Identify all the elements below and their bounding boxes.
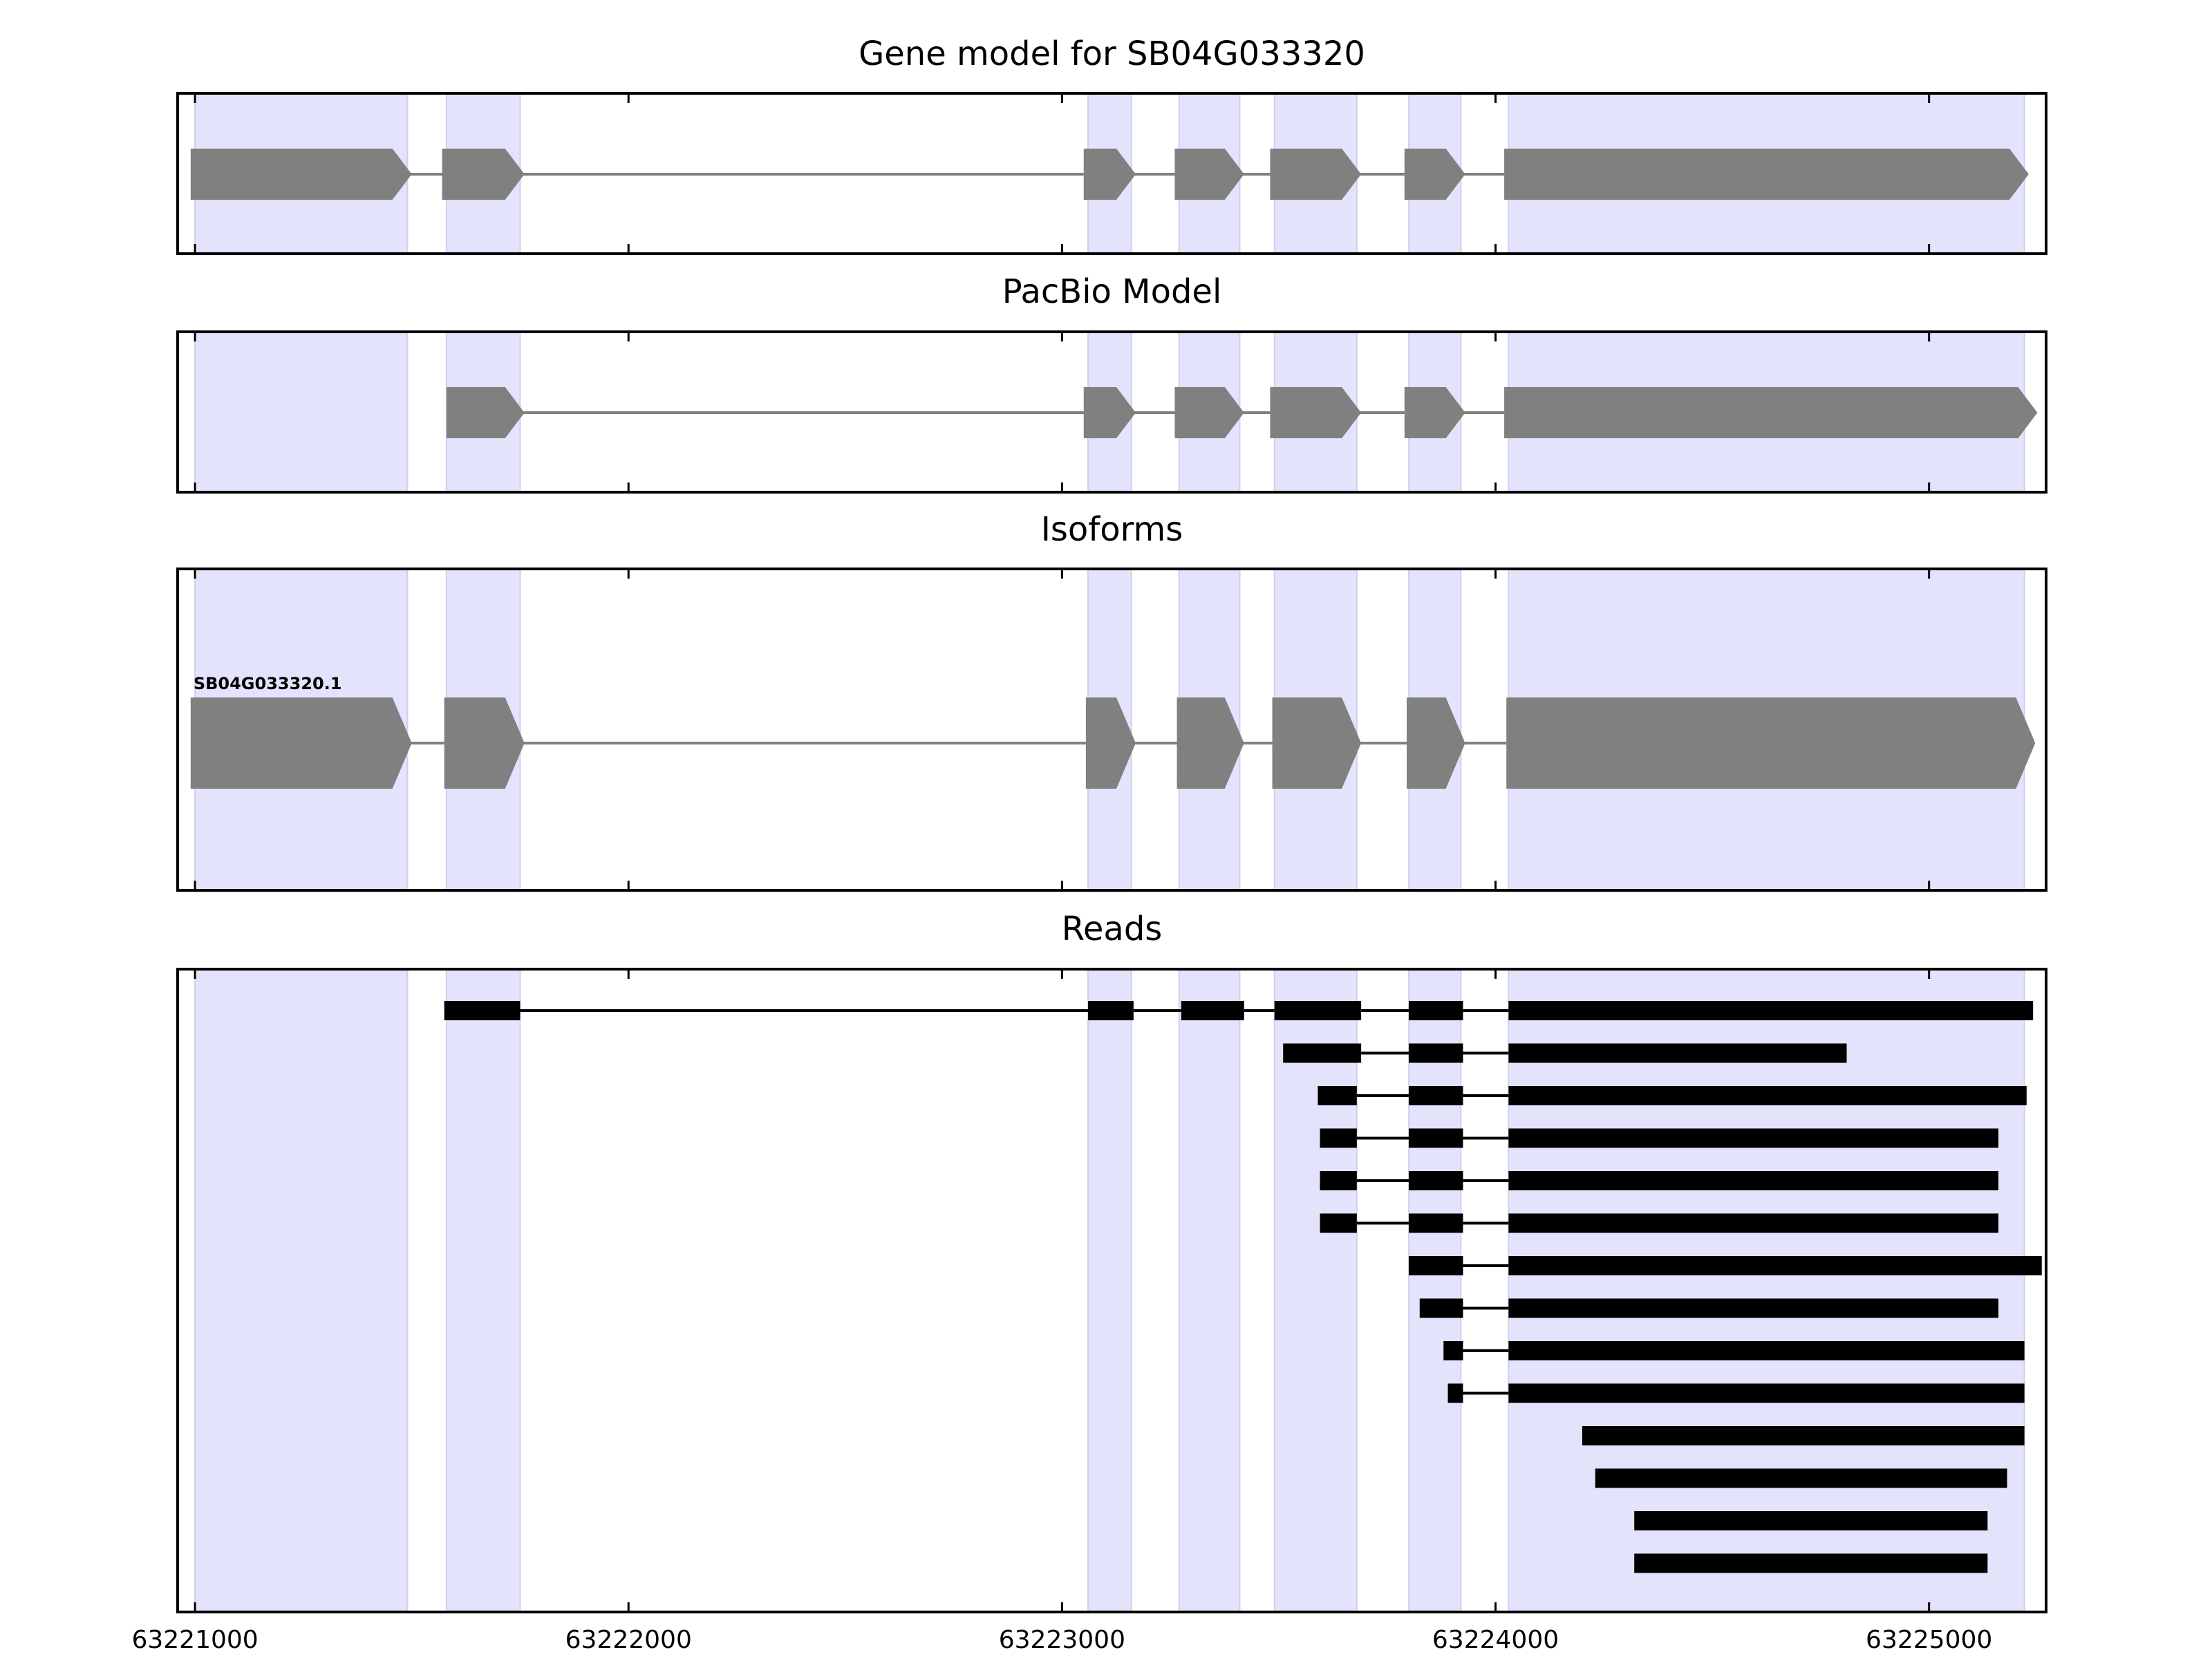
gene-exon-block (1406, 697, 1465, 789)
gene-exon-block (1085, 697, 1136, 789)
read-row (1419, 1298, 1999, 1318)
gene-exon-block (190, 149, 412, 200)
gene-exon-block (190, 697, 412, 789)
read-block (1274, 1001, 1362, 1020)
exon-band (194, 968, 409, 1613)
gene-exon-block (1083, 149, 1136, 200)
read-block (1409, 1001, 1463, 1020)
exon-band (194, 331, 409, 493)
read-block (1508, 1341, 2025, 1360)
read-block (1409, 1171, 1463, 1190)
gene-exon-block (1270, 387, 1362, 438)
read-block (1320, 1171, 1357, 1190)
read-block (1508, 1383, 2025, 1403)
read-block (1409, 1128, 1463, 1148)
read-block (1447, 1383, 1463, 1403)
read-row (1634, 1511, 1988, 1530)
gene-exon-block (1506, 697, 2036, 789)
exon-band (445, 968, 521, 1613)
read-block (1320, 1128, 1357, 1148)
read-block (1409, 1213, 1463, 1233)
panel-title: Isoforms (1041, 510, 1183, 549)
read-block (1419, 1298, 1463, 1318)
read-row (1595, 1468, 2007, 1488)
panels-layer: Gene model for SB04G033320 PacBio Model Is… (131, 35, 2047, 1654)
read-block (1409, 1043, 1463, 1063)
panel-frame (176, 568, 2047, 892)
read-block (1318, 1086, 1357, 1105)
exon-band (1178, 968, 1241, 1613)
gene-exon-block (446, 387, 525, 438)
read-block (1508, 1213, 1999, 1233)
exon-band (1273, 968, 1358, 1613)
read-block (1088, 1001, 1134, 1020)
isoform-label: SB04G033320.1 (194, 674, 342, 693)
read-block (1582, 1426, 2025, 1445)
x-tick-label: 63223000 (999, 1626, 1125, 1654)
panel-1: PacBio Model (176, 272, 2047, 494)
read-block (1634, 1553, 1988, 1573)
gene-exon-block (1174, 149, 1244, 200)
read-row (1320, 1171, 1999, 1190)
read-block (1634, 1511, 1988, 1530)
read-block (1181, 1001, 1244, 1020)
panel-title: PacBio Model (1002, 272, 1222, 311)
read-block (1508, 1128, 1999, 1148)
read-block (1508, 1256, 2042, 1275)
x-tick-label: 63225000 (1866, 1626, 1992, 1654)
read-block (1320, 1213, 1357, 1233)
read-block (1508, 1086, 2027, 1105)
gene-exon-block (1270, 149, 1362, 200)
x-tick-label: 63221000 (131, 1626, 258, 1654)
read-block (1283, 1043, 1362, 1063)
panel-3: Reads 63221000 63222000 63223000 63224000 632… (131, 910, 2047, 1654)
gene-exon-block (442, 149, 525, 200)
panel-title: Reads (1062, 910, 1163, 948)
read-row (1318, 1086, 2027, 1105)
gene-exon-block (1504, 149, 2029, 200)
exon-band (1087, 968, 1132, 1613)
read-row (1447, 1383, 2025, 1403)
panel-frame (176, 92, 2047, 255)
panel-2: Isoforms SB04G033320.1 (176, 510, 2047, 892)
gene-exon-block (1404, 149, 1465, 200)
gene-exon-block (1174, 387, 1244, 438)
read-row (1634, 1553, 1988, 1573)
panel-title: Gene model for SB04G033320 (859, 35, 1365, 73)
read-row (1409, 1256, 2042, 1275)
read-block (1409, 1086, 1463, 1105)
read-block (1508, 1171, 1999, 1190)
gene-exon-block (1504, 387, 2038, 438)
read-block (1409, 1256, 1463, 1275)
gene-exon-block (1272, 697, 1362, 789)
panel-0: Gene model for SB04G033320 (176, 35, 2047, 255)
read-row (1283, 1043, 1847, 1063)
read-block (1443, 1341, 1463, 1360)
read-row (1320, 1213, 1999, 1233)
read-block (1508, 1043, 1847, 1063)
x-tick-label: 63224000 (1432, 1626, 1559, 1654)
panel-frame (176, 330, 2047, 494)
read-block (1508, 1298, 1999, 1318)
read-row (1320, 1128, 1999, 1148)
x-tick-label: 63222000 (565, 1626, 692, 1654)
read-block (444, 1001, 521, 1020)
read-row (1582, 1426, 2025, 1445)
read-block (1595, 1468, 2007, 1488)
read-block (1508, 1001, 2034, 1020)
gene-exon-block (1404, 387, 1465, 438)
gene-exon-block (1177, 697, 1244, 789)
exon-band (1408, 968, 1462, 1613)
gene-exon-block (444, 697, 525, 789)
exon-band (1508, 968, 2025, 1613)
read-row (1443, 1341, 2025, 1360)
panel-frame (176, 968, 2047, 1613)
read-row (444, 1001, 2034, 1020)
gene-exon-block (1083, 387, 1136, 438)
